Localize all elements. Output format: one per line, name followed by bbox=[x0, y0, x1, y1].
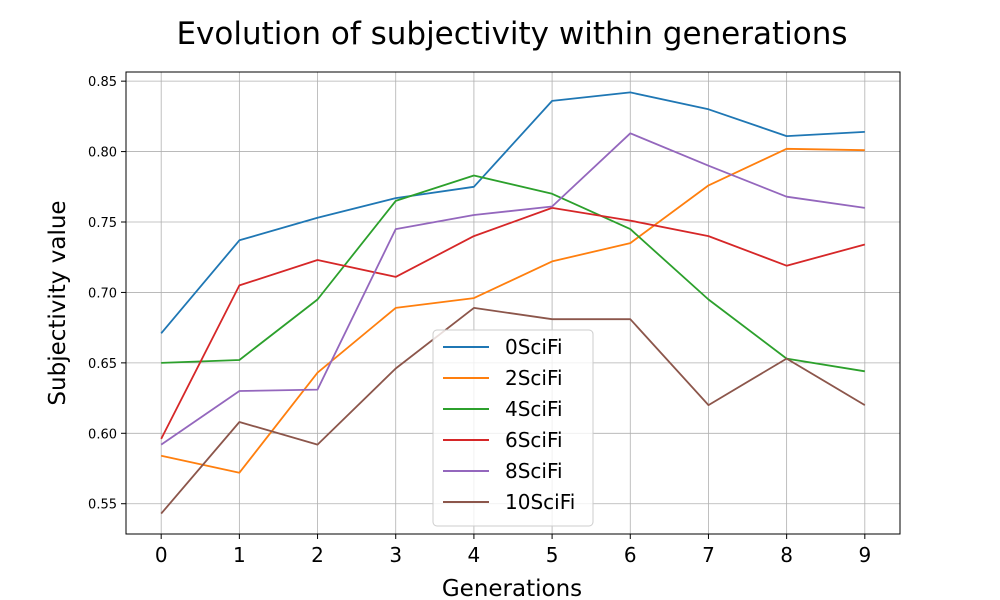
y-tick-label: 0.75 bbox=[88, 216, 117, 231]
series-line-8SciFi bbox=[160, 132, 865, 446]
y-axis-label: Subjectivity value bbox=[45, 200, 71, 405]
chart-title: Evolution of subjectivity within generat… bbox=[176, 16, 847, 52]
x-tick-label: 0 bbox=[155, 543, 168, 567]
x-tick-label: 1 bbox=[233, 543, 246, 567]
x-axis-label: Generations bbox=[442, 576, 582, 600]
y-tick-label: 0.70 bbox=[88, 286, 117, 301]
legend-label-0SciFi: 0SciFi bbox=[505, 335, 563, 359]
y-tick-label: 0.80 bbox=[88, 146, 117, 161]
x-tick-label: 6 bbox=[624, 543, 637, 567]
series-line-2SciFi bbox=[161, 147, 865, 474]
plot-frame bbox=[125, 71, 901, 535]
legend-label-4SciFi: 4SciFi bbox=[505, 397, 563, 421]
legend-label-6SciFi: 6SciFi bbox=[505, 428, 563, 452]
series-lines bbox=[160, 91, 866, 515]
legend-label-2SciFi: 2SciFi bbox=[505, 366, 563, 390]
series-line-6SciFi bbox=[160, 206, 866, 440]
y-tick-label: 0.85 bbox=[88, 75, 117, 90]
x-tick-label: 9 bbox=[858, 543, 871, 567]
x-tick-label: 2 bbox=[311, 543, 324, 567]
y-tick-label: 0.55 bbox=[88, 498, 117, 513]
series-line-4SciFi bbox=[161, 174, 865, 373]
legend: 0SciFi 2SciFi 4SciFi 6SciFi 8SciFi 10SciFi bbox=[432, 329, 594, 527]
x-tick-label: 3 bbox=[389, 543, 402, 567]
x-tick-label: 8 bbox=[780, 543, 793, 567]
x-tick-label: 4 bbox=[468, 543, 481, 567]
x-tick-label: 5 bbox=[546, 543, 559, 567]
y-tick-label: 0.60 bbox=[88, 427, 117, 442]
series-line-0SciFi bbox=[160, 91, 865, 334]
y-axis-ticks: 0.55 0.60 0.65 0.70 0.75 0.80 0.85 bbox=[88, 75, 126, 513]
y-tick-label: 0.65 bbox=[88, 357, 117, 372]
x-axis-ticks: 0 1 2 3 4 5 6 7 8 9 bbox=[155, 534, 871, 567]
series-line-10SciFi bbox=[160, 306, 866, 515]
legend-label-10SciFi: 10SciFi bbox=[505, 490, 575, 514]
x-tick-label: 7 bbox=[702, 543, 715, 567]
legend-label-8SciFi: 8SciFi bbox=[505, 459, 563, 483]
